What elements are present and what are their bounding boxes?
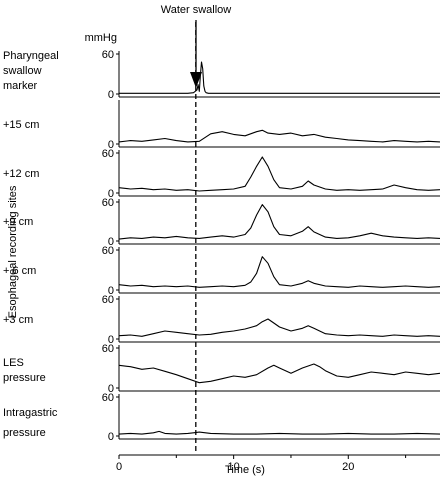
series-line (119, 61, 440, 94)
unit-label: mmHg (85, 32, 117, 44)
series-label-line: Pharyngeal (3, 50, 59, 62)
series-line (118, 156, 440, 192)
panel-1: 0 60 Pharyngeal swallow marker (3, 49, 440, 101)
y-tick-label-0: 0 (108, 89, 114, 101)
panel-5: 0 60 + 6 cm (3, 245, 440, 297)
y-tick-label-60: 60 (102, 294, 114, 306)
series-label-line: marker (3, 80, 38, 92)
panel-7: 0 60 LES pressure (3, 343, 440, 395)
y-tick-label-60: 60 (102, 49, 114, 61)
series-label-line: +9 cm (3, 216, 33, 228)
y-tick-label-0: 0 (108, 236, 114, 248)
x-tick-label: 0 (116, 461, 122, 473)
series-label-line: pressure (3, 372, 46, 384)
panel-6: 0 60 +3 cm (3, 294, 440, 346)
swallow-arrow-head (190, 72, 202, 88)
y-tick-label-60: 60 (102, 245, 114, 257)
series-line (118, 204, 440, 240)
series-label-line: swallow (3, 65, 42, 77)
y-tick-label-0: 0 (108, 383, 114, 395)
series-line (118, 430, 440, 435)
y-tick-label-60: 60 (102, 197, 114, 209)
swallow-marker-group (190, 20, 202, 454)
y-tick-label-60: 60 (102, 392, 114, 404)
panel-4: 0 60 +9 cm (3, 197, 440, 248)
x-axis-label: Time (s) (225, 464, 265, 476)
series-label-line: pressure (3, 427, 46, 439)
x-axis: 0 10 20 (116, 454, 440, 473)
y-tick-label-0: 0 (108, 285, 114, 297)
y-tick-label-60: 60 (102, 148, 114, 160)
x-tick-label: 20 (342, 461, 354, 473)
series-label-line: +12 cm (3, 168, 39, 180)
y-tick-label-0: 0 (108, 139, 114, 151)
series-line (118, 318, 440, 337)
series-label-line: Intragastric (3, 407, 58, 419)
y-tick-label-0: 0 (108, 334, 114, 346)
panel-2: 0 +15 cm (3, 100, 440, 151)
y-axis-label: Esophageal recording sites (7, 185, 19, 318)
y-tick-label-0: 0 (108, 188, 114, 200)
series-label-line: LES (3, 357, 24, 369)
series-line (118, 256, 440, 288)
panel-3: 0 60 +12 cm (3, 148, 440, 200)
y-tick-label-0: 0 (108, 431, 114, 443)
series-line (118, 363, 440, 384)
series-label-line: +3 cm (3, 314, 33, 326)
water-swallow-annotation: Water swallow (161, 4, 232, 16)
series-label-line: + 6 cm (3, 265, 36, 277)
series-label-line: +15 cm (3, 119, 39, 131)
x-tick-label: 10 (228, 461, 240, 473)
panel-8: 0 60 Intragastric pressure (3, 392, 440, 443)
y-tick-label-60: 60 (102, 343, 114, 355)
series-line (118, 129, 440, 143)
